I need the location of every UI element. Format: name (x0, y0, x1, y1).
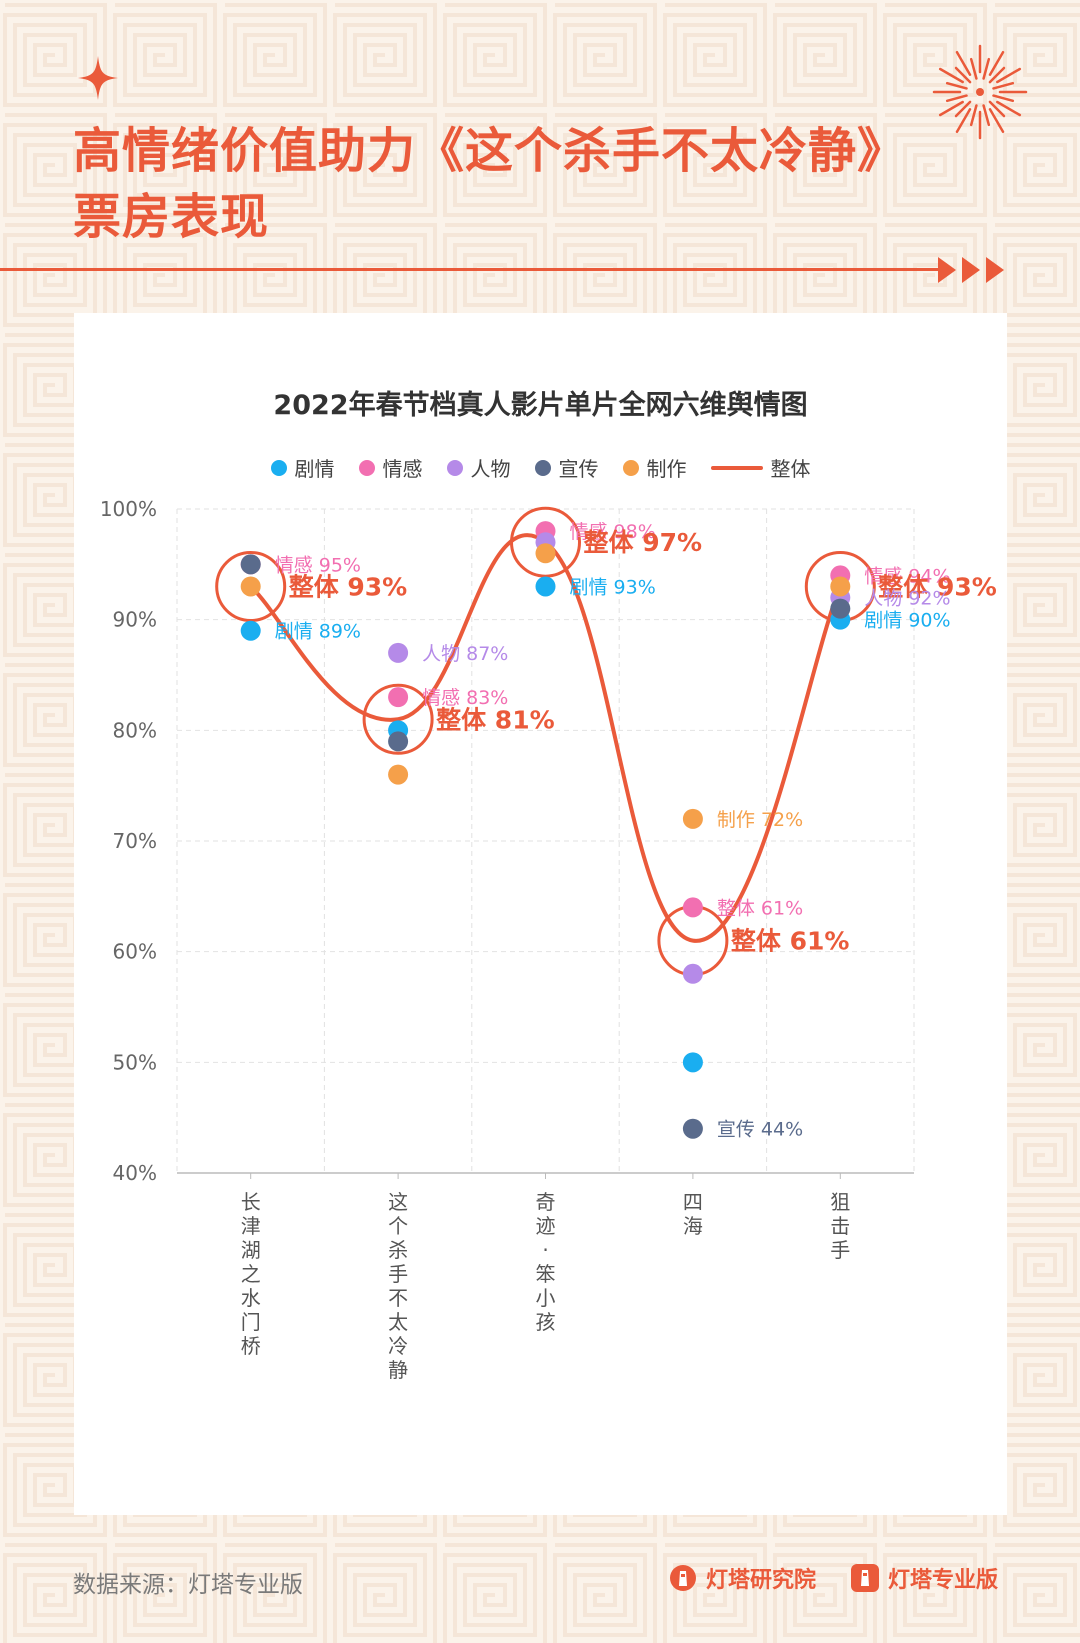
legend-dot-swatch (534, 459, 551, 476)
sparkle-icon (78, 56, 118, 100)
legend-item-0: 剧情 (270, 453, 335, 482)
triple-arrow-icon (938, 257, 1004, 283)
data-point (240, 620, 261, 641)
data-point (535, 543, 556, 564)
legend-label: 整体 (770, 457, 811, 481)
data-label: 情感 94% (864, 565, 950, 587)
legend-label: 制作 (646, 457, 687, 481)
data-point (240, 554, 261, 575)
lighthouse-icon (851, 1564, 879, 1592)
legend-label: 情感 (382, 457, 423, 481)
data-point (830, 576, 851, 597)
page-title-line-2: 票房表现 (73, 189, 270, 245)
data-point (830, 598, 851, 619)
data-point (388, 642, 409, 663)
legend-dot-swatch (358, 459, 375, 476)
data-point (682, 808, 703, 829)
data-label: 整体 61% (717, 897, 803, 919)
chart-legend: 剧情 情感 人物 宣传 制作 整体 (74, 453, 1007, 482)
data-label: 宣传 44% (717, 1119, 803, 1141)
legend-label: 剧情 (294, 457, 335, 481)
brand-research: 灯塔研究院 (668, 1562, 816, 1594)
data-label: 情感 83% (422, 687, 508, 709)
legend-dot-swatch (622, 459, 639, 476)
page-title-line-1: 高情绪价值助力《这个杀手不太冷静》 (73, 123, 907, 179)
chart-title: 2022年春节档真人影片单片全网六维舆情图 (273, 390, 808, 421)
y-tick-label: 90% (113, 608, 157, 632)
legend-item-1: 情感 (358, 453, 423, 482)
legend-item-5: 整体 (710, 453, 811, 482)
page-title: 高情绪价值助力《这个杀手不太冷静》 票房表现 (73, 118, 906, 250)
overall-value-label: 整体 81% (436, 705, 555, 734)
data-point (240, 576, 261, 597)
brand-research-label: 灯塔研究院 (706, 1568, 817, 1593)
x-tick-label: 奇迹·笨小孩 (536, 1190, 556, 1334)
data-point (388, 687, 409, 708)
legend-label: 人物 (470, 457, 511, 481)
data-label: 剧情 90% (864, 610, 950, 632)
y-tick-label: 60% (113, 940, 157, 964)
legend-line-swatch (710, 465, 763, 470)
overall-value-label: 整体 61% (731, 927, 850, 956)
data-label: 人物 92% (864, 588, 950, 610)
legend-dot-swatch (446, 459, 463, 476)
data-label: 情感 95% (275, 554, 361, 576)
data-label: 剧情 89% (275, 621, 361, 643)
lighthouse-icon (670, 1565, 696, 1591)
data-source: 数据来源：灯塔专业版 (73, 1572, 303, 1598)
legend-item-4: 制作 (622, 453, 687, 482)
legend-item-3: 宣传 (534, 453, 599, 482)
firework-icon (932, 44, 1028, 140)
data-point (388, 731, 409, 752)
data-label: 情感 98% (570, 521, 656, 543)
overall-value-label: 整体 97% (584, 528, 703, 557)
overall-value-label: 整体 93% (878, 572, 997, 601)
legend-dot-swatch (270, 459, 287, 476)
y-tick-label: 40% (113, 1161, 157, 1185)
x-tick-label: 狙击手 (830, 1190, 850, 1262)
x-tick-label: 这个杀手不太冷静 (388, 1190, 408, 1382)
brand-pro-label: 灯塔专业版 (888, 1568, 999, 1593)
y-tick-label: 50% (113, 1050, 157, 1074)
overall-value-label: 整体 93% (289, 572, 408, 601)
data-label: 人物 87% (422, 643, 508, 665)
title-divider (0, 268, 940, 271)
y-tick-label: 100% (100, 497, 157, 521)
x-tick-label: 长津湖之水门桥 (241, 1190, 261, 1358)
legend-item-2: 人物 (446, 453, 511, 482)
overall-highlight-ring (215, 550, 287, 622)
overall-highlight-ring (362, 683, 434, 755)
data-point (682, 963, 703, 984)
chart-plot: 40% 50% 60% 70% 80% 90% 100% 长津湖之水门桥 这个杀手不太冷静 奇迹·… (100, 497, 997, 1382)
overall-line (249, 533, 843, 943)
data-label: 制作 72% (717, 809, 803, 831)
data-point (682, 1118, 703, 1139)
data-label: 剧情 93% (570, 576, 656, 598)
data-point (682, 897, 703, 918)
legend-label: 宣传 (558, 457, 599, 481)
x-tick-label: 四海 (683, 1190, 703, 1238)
data-point (682, 1052, 703, 1073)
data-point (535, 576, 556, 597)
data-point (388, 764, 409, 785)
overall-highlight-ring (510, 506, 581, 578)
y-tick-label: 80% (113, 718, 157, 742)
chart-card: 2022年春节档真人影片单片全网六维舆情图 剧情 情感 人物 宣传 制作 整体 40% 50… (74, 313, 1007, 1515)
brand-pro: 灯塔专业版 (850, 1562, 998, 1594)
y-tick-label: 70% (113, 829, 157, 853)
